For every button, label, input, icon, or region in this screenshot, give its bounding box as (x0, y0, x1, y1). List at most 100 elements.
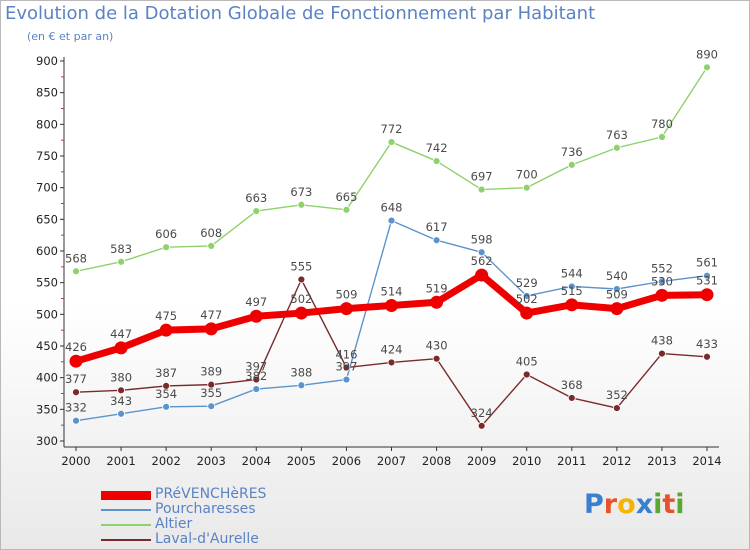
data-label: 343 (110, 394, 132, 408)
data-label: 617 (426, 220, 448, 234)
data-point (72, 388, 80, 397)
x-tick-label: 2006 (332, 454, 361, 468)
data-point (207, 380, 216, 389)
x-tick-label: 2012 (602, 454, 631, 468)
data-label: 389 (200, 365, 222, 379)
data-label: 380 (110, 370, 132, 384)
data-point (432, 354, 441, 363)
x-tick-label: 2009 (467, 454, 496, 468)
data-label: 568 (65, 251, 87, 265)
x-tick-label: 2008 (422, 454, 451, 468)
data-label: 447 (110, 327, 132, 341)
data-point (159, 323, 173, 337)
data-point (612, 143, 621, 152)
data-point (162, 381, 171, 390)
y-tick-label: 700 (36, 181, 58, 195)
y-tick-label: 550 (36, 276, 58, 290)
data-label: 405 (516, 355, 538, 369)
logo-letter: i (653, 489, 663, 520)
data-label: 477 (200, 308, 222, 322)
data-label: 673 (290, 185, 312, 199)
data-label: 397 (245, 360, 267, 374)
x-tick-label: 2002 (152, 454, 181, 468)
data-point (477, 421, 486, 430)
data-point (658, 349, 666, 358)
data-point (72, 267, 80, 276)
x-tick-label: 2003 (197, 454, 226, 468)
data-label: 890 (696, 47, 718, 61)
data-label: 608 (200, 226, 222, 240)
logo-letter: t (662, 489, 676, 520)
y-tick-label: 600 (36, 244, 58, 258)
legend-swatch (101, 524, 151, 526)
legend-label: Laval-d'Aurelle (155, 531, 259, 547)
data-point (522, 183, 531, 192)
logo-letter: i (675, 489, 685, 520)
data-label: 502 (290, 292, 312, 306)
data-point (522, 370, 531, 379)
data-label: 514 (381, 284, 403, 298)
data-point (162, 243, 171, 252)
data-point (658, 133, 666, 141)
data-point (385, 298, 398, 312)
data-point (387, 216, 396, 225)
logo-letter: P (584, 489, 604, 520)
data-point (477, 185, 486, 194)
x-tick-label: 2007 (377, 454, 406, 468)
data-point (297, 275, 306, 284)
data-label: 697 (471, 170, 493, 184)
data-label: 377 (65, 372, 87, 386)
data-point (700, 288, 714, 302)
logo-letter: x (635, 489, 654, 520)
data-label: 509 (335, 288, 357, 302)
x-tick-label: 2005 (287, 454, 316, 468)
data-label: 742 (426, 141, 448, 155)
data-point (252, 385, 261, 393)
logo-letter: r (603, 489, 618, 520)
data-label: 540 (606, 269, 628, 283)
data-label: 515 (561, 284, 583, 298)
data-point (567, 394, 576, 402)
chart-subtitle: (en € et par an) (27, 30, 114, 43)
data-point (567, 160, 576, 169)
y-tick-label: 850 (36, 86, 58, 100)
data-label: 332 (65, 401, 87, 415)
data-point (252, 375, 261, 384)
data-label: 368 (561, 378, 583, 392)
data-point (117, 257, 125, 266)
logo-letter: o (617, 489, 636, 520)
data-label: 665 (335, 190, 357, 204)
data-label: 416 (335, 348, 357, 362)
x-tick-label: 2013 (647, 454, 676, 468)
proxiti-logo: Proxiti (584, 489, 685, 520)
data-point (430, 295, 444, 309)
data-point (703, 63, 711, 72)
data-point (342, 205, 351, 214)
data-point (297, 200, 306, 209)
data-label: 519 (426, 281, 448, 295)
y-tick-label: 500 (36, 307, 58, 321)
series-layer (69, 63, 714, 430)
data-label: 648 (381, 201, 403, 215)
data-label: 736 (561, 145, 583, 159)
data-label: 606 (155, 227, 177, 241)
x-tick-label: 2010 (512, 454, 541, 468)
data-point (565, 298, 579, 312)
x-tick-label: 2000 (61, 454, 90, 468)
data-label: 544 (561, 266, 583, 280)
data-point (387, 358, 396, 367)
y-tick-label: 450 (36, 339, 58, 353)
data-point (477, 248, 486, 257)
x-tick-label: 2011 (557, 454, 586, 468)
data-point (522, 292, 531, 300)
data-label: 382 (245, 369, 267, 383)
data-point (252, 207, 261, 216)
data-label: 561 (696, 256, 718, 270)
data-label: 502 (516, 292, 538, 306)
data-label: 663 (245, 191, 267, 205)
data-label: 433 (696, 337, 718, 351)
data-label: 430 (426, 339, 448, 353)
x-tick-label: 2004 (242, 454, 271, 468)
